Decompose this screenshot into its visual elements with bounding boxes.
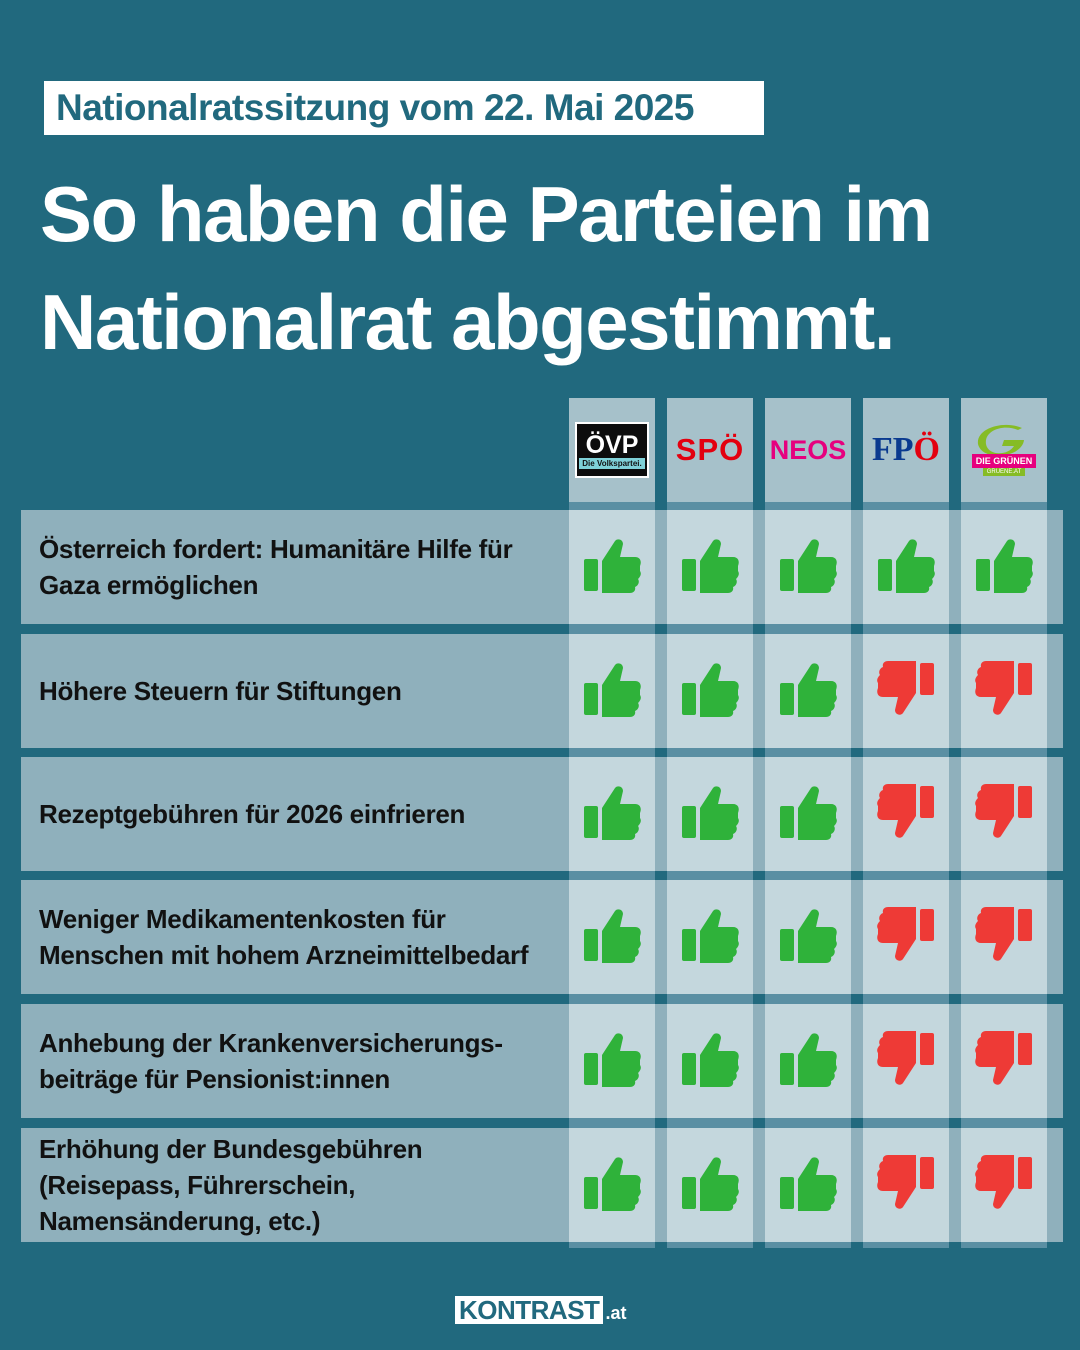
row-label-text: Anhebung der Krankenversicherungs-beiträ… xyxy=(39,1028,503,1094)
vote-cell-gruene xyxy=(961,510,1047,624)
vote-cell-fpoe xyxy=(863,510,949,624)
thumbs-up-icon xyxy=(778,905,838,970)
thumbs-up-icon xyxy=(680,1153,740,1218)
row-label-text: Höhere Steuern für Stiftungen xyxy=(39,676,402,706)
headline: So haben die Parteien im Nationalrat abg… xyxy=(40,160,1040,376)
headline-line-1: So haben die Parteien im xyxy=(40,170,933,258)
vote-cell-oevp xyxy=(569,634,655,748)
thumbs-down-icon xyxy=(876,905,936,970)
party-logo-oevp: ÖVP Die Volkspartei. xyxy=(569,398,655,502)
row-label-text: Österreich fordert: Humanitäre Hilfe für… xyxy=(39,534,513,600)
thumbs-down-icon xyxy=(876,1153,936,1218)
thumbs-up-icon xyxy=(680,535,740,600)
thumbs-up-icon xyxy=(974,535,1034,600)
vote-cell-fpoe xyxy=(863,1004,949,1118)
thumbs-up-icon xyxy=(778,1153,838,1218)
party-logo-neos: NEOS xyxy=(765,398,851,502)
vote-cell-oevp xyxy=(569,880,655,994)
thumbs-up-icon xyxy=(778,659,838,724)
row-label: Anhebung der Krankenversicherungs-beiträ… xyxy=(21,1004,566,1118)
vote-cell-gruene xyxy=(961,1004,1047,1118)
thumbs-down-icon xyxy=(876,1029,936,1094)
fpoe-logo: FPÖ xyxy=(872,431,940,468)
row-label: Weniger Medikamentenkosten für Menschen … xyxy=(21,880,566,994)
vote-cell-oevp xyxy=(569,757,655,871)
thumbs-up-icon xyxy=(582,782,642,847)
vote-cell-oevp xyxy=(569,1128,655,1242)
thumbs-down-icon xyxy=(974,1153,1034,1218)
vote-cell-oevp xyxy=(569,510,655,624)
thumbs-up-icon xyxy=(582,1029,642,1094)
thumbs-up-icon xyxy=(582,905,642,970)
party-logo-fpoe: FPÖ xyxy=(863,398,949,502)
thumbs-up-icon xyxy=(582,535,642,600)
row-label-text: Weniger Medikamentenkosten für Menschen … xyxy=(39,904,529,970)
party-logo-spoe: SPÖ xyxy=(667,398,753,502)
vote-cell-spoe xyxy=(667,1004,753,1118)
row-label-text: Erhöhung der Bundesgebühren (Reisepass, … xyxy=(39,1134,423,1236)
vote-cell-spoe xyxy=(667,634,753,748)
vote-cell-fpoe xyxy=(863,880,949,994)
vote-cell-neos xyxy=(765,634,851,748)
thumbs-down-icon xyxy=(974,905,1034,970)
oevp-logo: ÖVP Die Volkspartei. xyxy=(575,422,649,478)
vote-cell-neos xyxy=(765,510,851,624)
neos-logo: NEOS xyxy=(769,434,847,465)
thumbs-up-icon xyxy=(778,1029,838,1094)
gruene-logo: DIE GRÜNEN GRUENE.AT xyxy=(971,424,1037,476)
vote-cell-neos xyxy=(765,1128,851,1242)
row-label: Rezeptgebühren für 2026 einfrieren xyxy=(21,757,566,871)
thumbs-up-icon xyxy=(876,535,936,600)
thumbs-up-icon xyxy=(778,535,838,600)
thumbs-down-icon xyxy=(876,782,936,847)
vote-cell-fpoe xyxy=(863,757,949,871)
vote-cell-spoe xyxy=(667,510,753,624)
vote-cell-fpoe xyxy=(863,1128,949,1242)
date-badge: Nationalratssitzung vom 22. Mai 2025 xyxy=(44,81,764,135)
vote-cell-neos xyxy=(765,880,851,994)
spoe-logo: SPÖ xyxy=(675,432,745,467)
vote-cell-spoe xyxy=(667,1128,753,1242)
thumbs-up-icon xyxy=(778,782,838,847)
vote-cell-gruene xyxy=(961,880,1047,994)
footer-brand: KONTRAST xyxy=(455,1296,604,1324)
thumbs-up-icon xyxy=(582,1153,642,1218)
thumbs-up-icon xyxy=(680,659,740,724)
vote-cell-neos xyxy=(765,1004,851,1118)
vote-cell-gruene xyxy=(961,757,1047,871)
thumbs-down-icon xyxy=(974,659,1034,724)
thumbs-down-icon xyxy=(876,659,936,724)
row-label: Österreich fordert: Humanitäre Hilfe für… xyxy=(21,510,566,624)
vote-cell-gruene xyxy=(961,634,1047,748)
thumbs-down-icon xyxy=(974,782,1034,847)
thumbs-up-icon xyxy=(680,1029,740,1094)
row-label: Erhöhung der Bundesgebühren (Reisepass, … xyxy=(21,1128,566,1242)
kontrast-logo: KONTRAST .at xyxy=(455,1296,626,1324)
footer-tld: .at xyxy=(605,1303,627,1323)
vote-cell-spoe xyxy=(667,880,753,994)
vote-cell-fpoe xyxy=(863,634,949,748)
vote-cell-gruene xyxy=(961,1128,1047,1242)
vote-cell-oevp xyxy=(569,1004,655,1118)
vote-cell-neos xyxy=(765,757,851,871)
headline-line-2: Nationalrat abgestimmt. xyxy=(40,278,896,366)
vote-cell-spoe xyxy=(667,757,753,871)
gruene-g-icon xyxy=(977,424,1024,456)
row-label: Höhere Steuern für Stiftungen xyxy=(21,634,566,748)
row-label-text: Rezeptgebühren für 2026 einfrieren xyxy=(39,799,466,829)
thumbs-down-icon xyxy=(974,1029,1034,1094)
thumbs-up-icon xyxy=(680,905,740,970)
thumbs-up-icon xyxy=(680,782,740,847)
thumbs-up-icon xyxy=(582,659,642,724)
party-logo-gruene: DIE GRÜNEN GRUENE.AT xyxy=(961,398,1047,502)
